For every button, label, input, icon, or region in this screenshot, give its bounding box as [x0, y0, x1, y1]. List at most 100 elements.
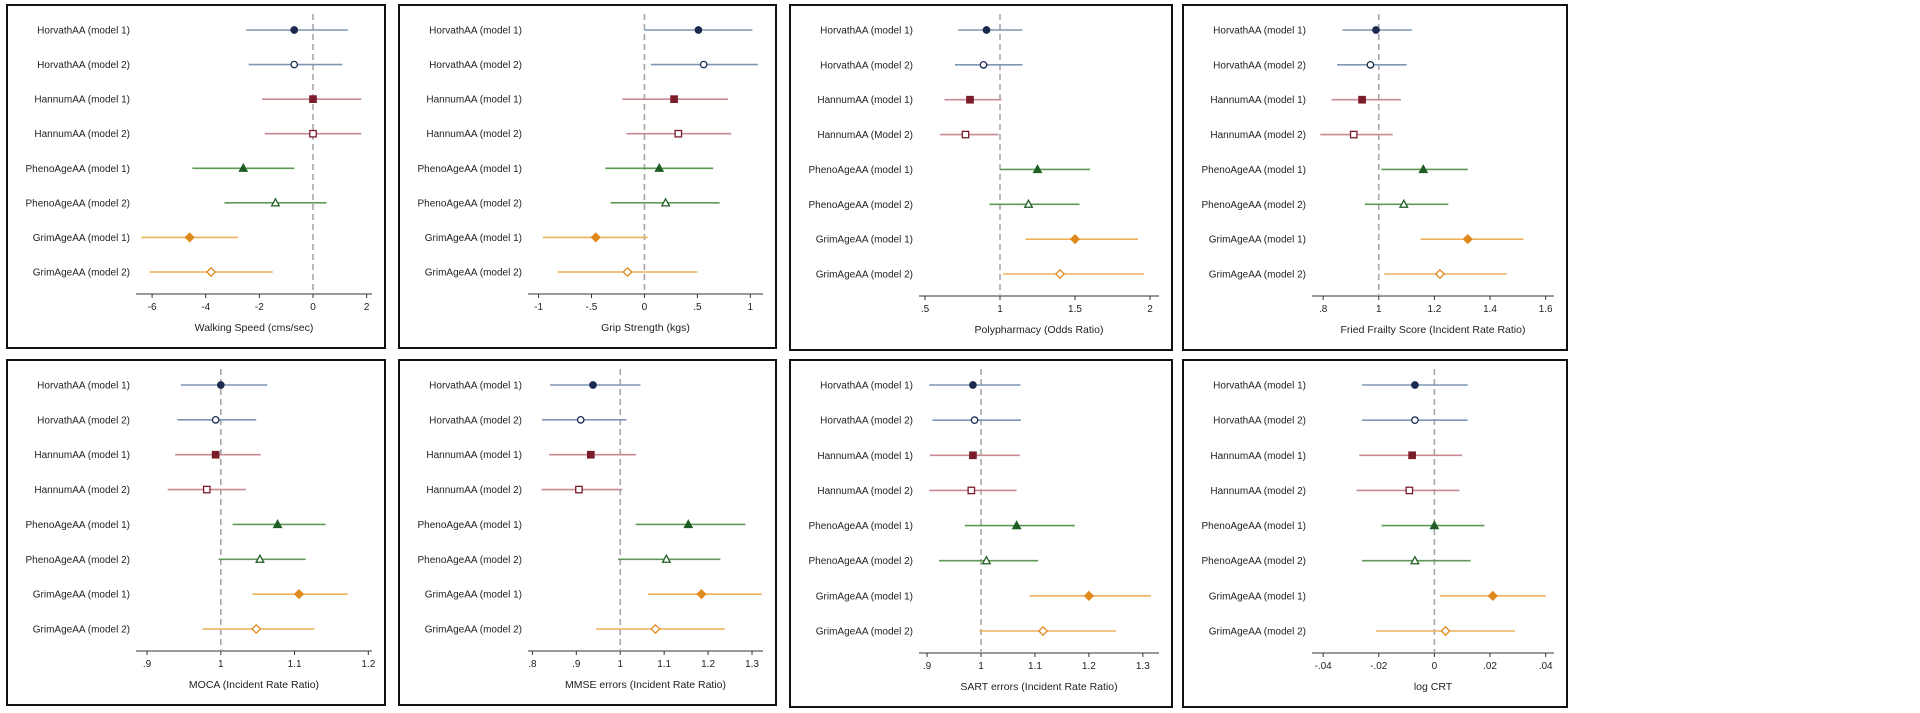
x-tick-label: 2 [364, 302, 370, 313]
point-estimate [969, 381, 977, 389]
point-estimate [309, 129, 317, 138]
point-estimate [1411, 416, 1419, 424]
row-label: HorvathAA (model 1) [429, 381, 522, 392]
row-label: HannumAA (model 1) [426, 450, 522, 461]
point-estimate [1410, 555, 1420, 565]
x-tick-label: 1.5 [1068, 304, 1082, 315]
row-label: HorvathAA (model 1) [820, 26, 913, 37]
point-estimate [654, 162, 665, 172]
row-label: GrimAgeAA (model 1) [816, 591, 913, 602]
x-tick-label: .9 [923, 661, 932, 672]
point-estimate [184, 232, 195, 243]
row-label: GrimAgeAA (model 2) [1209, 627, 1306, 638]
x-tick-label: 1.6 [1539, 304, 1553, 315]
x-tick-label: .04 [1539, 661, 1553, 672]
row-label: PhenoAgeAA (model 2) [1201, 200, 1306, 211]
x-axis-title: Walking Speed (cms/sec) [195, 322, 314, 334]
row-label: GrimAgeAA (model 1) [33, 233, 130, 244]
point-estimate [1434, 268, 1446, 280]
x-tick-label: -1 [534, 302, 543, 313]
row-label: HannumAA (model 1) [817, 95, 913, 106]
x-tick-label: .8 [528, 659, 537, 670]
x-tick-label: -.02 [1370, 661, 1388, 672]
x-tick-label: 1 [978, 661, 984, 672]
point-estimate [590, 232, 601, 243]
row-label: PhenoAgeAA (model 1) [417, 164, 522, 175]
point-estimate [251, 623, 262, 635]
point-estimate [255, 553, 265, 563]
row-label: GrimAgeAA (model 1) [816, 235, 913, 246]
forest-panel-sart-errors: .9 1 1.1 1.2 1.3 SART errors (Incident Rate R… [789, 359, 1173, 708]
x-tick-label: -.5 [586, 302, 598, 313]
point-estimate [1023, 198, 1034, 208]
row-label: HorvathAA (model 1) [1213, 26, 1306, 37]
x-tick-label: 1 [1376, 304, 1382, 315]
point-estimate [1440, 625, 1451, 637]
row-label: HorvathAA (model 2) [429, 60, 522, 71]
x-tick-label: 1.3 [745, 659, 759, 670]
forest-panel-fried-frailty: .8 1 1.2 1.4 1.6 Fried Frailty Score (Inciden… [1182, 4, 1568, 351]
x-tick-label: .02 [1483, 661, 1497, 672]
row-label: HorvathAA (model 1) [820, 381, 913, 392]
row-label: GrimAgeAA (model 1) [425, 590, 522, 601]
x-tick-label: 1 [218, 659, 224, 670]
point-estimate [1358, 95, 1366, 104]
x-tick-label: 0 [310, 302, 316, 313]
point-estimate [211, 416, 220, 424]
row-label: PhenoAgeAA (model 1) [808, 521, 913, 532]
forest-panel-polypharmacy: .5 1 1.5 2 Polypharmacy (Odds Ratio) HorvathA… [789, 4, 1173, 351]
row-label: HannumAA (model 2) [1210, 486, 1306, 497]
row-label: HannumAA (model 2) [817, 486, 913, 497]
row-label: PhenoAgeAA (model 1) [808, 165, 913, 176]
row-label: GrimAgeAA (model 2) [816, 270, 913, 281]
point-estimate [576, 416, 585, 424]
x-tick-label: 0 [642, 302, 648, 313]
row-label: HannumAA (model 2) [1210, 130, 1306, 141]
row-label: PhenoAgeAA (model 2) [25, 555, 130, 566]
row-label: PhenoAgeAA (model 1) [1201, 165, 1306, 176]
row-label: GrimAgeAA (model 2) [1209, 270, 1306, 281]
row-label: GrimAgeAA (model 2) [425, 268, 522, 279]
row-label: HannumAA (model 2) [426, 129, 522, 140]
x-tick-label: .9 [572, 659, 581, 670]
point-estimate [272, 519, 283, 529]
x-tick-label: 1.2 [701, 659, 715, 670]
point-estimate [661, 553, 672, 563]
point-estimate [270, 197, 281, 207]
point-estimate [1069, 234, 1081, 245]
point-estimate [1032, 164, 1043, 174]
row-label: HorvathAA (model 1) [429, 26, 522, 37]
point-estimate [683, 519, 694, 529]
point-estimate [650, 623, 661, 635]
point-estimate [981, 555, 992, 565]
row-label: HannumAA (model 2) [426, 485, 522, 496]
point-estimate [1054, 268, 1066, 280]
forest-plot-svg: .8 .9 1 1.1 1.2 1.3 MMSE errors (Incident Rate… [417, 369, 763, 691]
x-tick-label: 1.2 [1427, 304, 1441, 315]
x-axis-title: log CRT [1414, 681, 1453, 693]
row-label: HannumAA (model 1) [817, 451, 913, 462]
point-estimate [575, 485, 583, 494]
point-estimate [238, 162, 249, 172]
x-tick-label: 2 [1147, 304, 1153, 315]
x-tick-label: 1 [748, 302, 754, 313]
x-axis-title: SART errors (Incident Rate Ratio) [960, 681, 1117, 693]
x-tick-label: 1.2 [361, 659, 375, 670]
point-estimate [979, 61, 988, 69]
forest-plot-svg: .9 1 1.1 1.2 MOCA (Incident Rate Ratio) Horva… [25, 369, 376, 691]
row-label: HannumAA (Model 2) [817, 130, 913, 141]
row-label: HannumAA (model 1) [34, 95, 130, 106]
row-label: GrimAgeAA (model 1) [425, 233, 522, 244]
point-estimate [982, 26, 991, 34]
x-tick-label: 1.1 [288, 659, 302, 670]
point-estimate [670, 95, 678, 103]
point-estimate [1487, 590, 1498, 601]
x-axis-title: MOCA (Incident Rate Ratio) [189, 679, 319, 691]
row-label: PhenoAgeAA (model 1) [1201, 521, 1306, 532]
row-label: HorvathAA (model 2) [37, 60, 130, 71]
point-estimate [1011, 520, 1022, 530]
x-tick-label: -2 [255, 302, 264, 313]
point-estimate [694, 26, 703, 34]
point-estimate [696, 589, 707, 600]
forest-plot-svg: .5 1 1.5 2 Polypharmacy (Odds Ratio) HorvathA… [808, 14, 1159, 336]
